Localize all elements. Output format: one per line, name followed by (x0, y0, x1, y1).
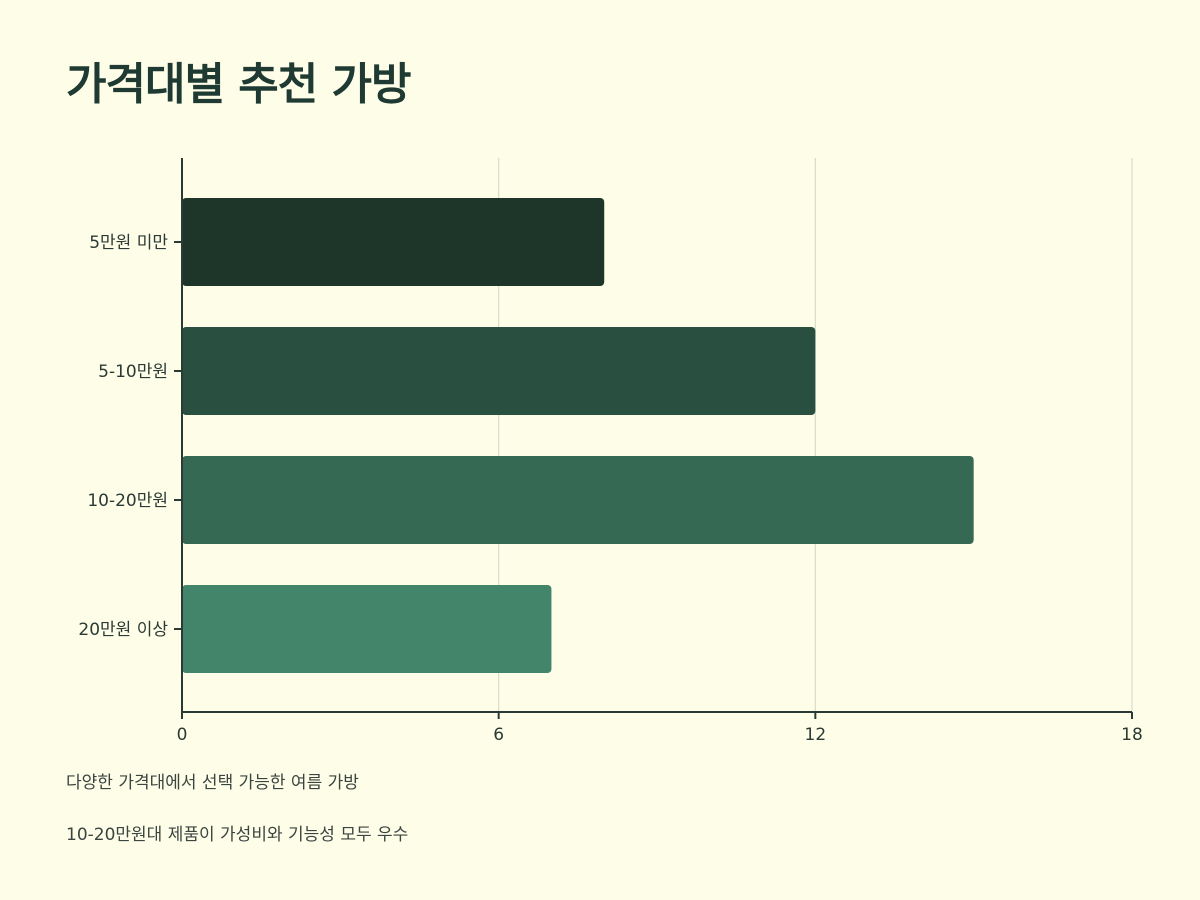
x-tick-label-2: 12 (805, 725, 827, 745)
category-label-3: 20만원 이상 (78, 620, 168, 640)
x-tick-label-1: 6 (493, 725, 504, 745)
chart-title: 가격대별 추천 가방 (66, 59, 411, 110)
footnote-1: 다양한 가격대에서 선택 가능한 여름 가방 (66, 773, 359, 793)
bar-2 (182, 456, 974, 544)
category-label-2: 10-20만원 (87, 491, 168, 511)
bar-1 (182, 327, 816, 415)
category-label-0: 5만원 미만 (89, 233, 168, 253)
bar-3 (182, 585, 552, 673)
x-tick-label-0: 0 (177, 725, 188, 745)
bar-0 (182, 198, 605, 286)
footnote-2: 10-20만원대 제품이 가성비와 기능성 모두 우수 (66, 825, 409, 845)
x-tick-label-3: 18 (1121, 725, 1143, 745)
category-label-1: 5-10만원 (98, 362, 168, 382)
